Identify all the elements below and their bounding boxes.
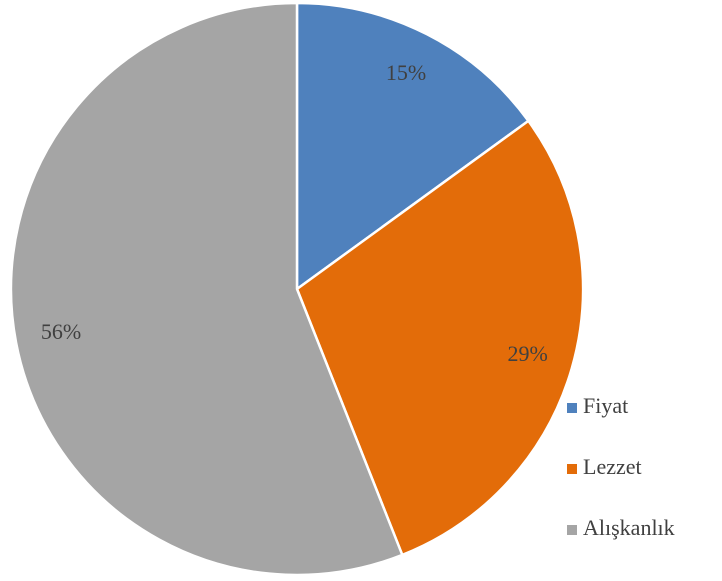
- pie-slice: [9, 1, 404, 577]
- legend-label: Lezzet: [583, 454, 642, 479]
- data-label: 56%: [41, 319, 81, 344]
- legend-label: Fiyat: [583, 393, 628, 418]
- pie-slice: [295, 1, 531, 292]
- legend-swatch: [567, 525, 577, 535]
- legend-swatch: [567, 403, 577, 413]
- legend-label: Alışkanlık: [583, 515, 675, 540]
- legend-swatch: [567, 464, 577, 474]
- data-label: 29%: [508, 341, 548, 366]
- pie-slice: [295, 119, 585, 557]
- data-label: 15%: [386, 60, 426, 85]
